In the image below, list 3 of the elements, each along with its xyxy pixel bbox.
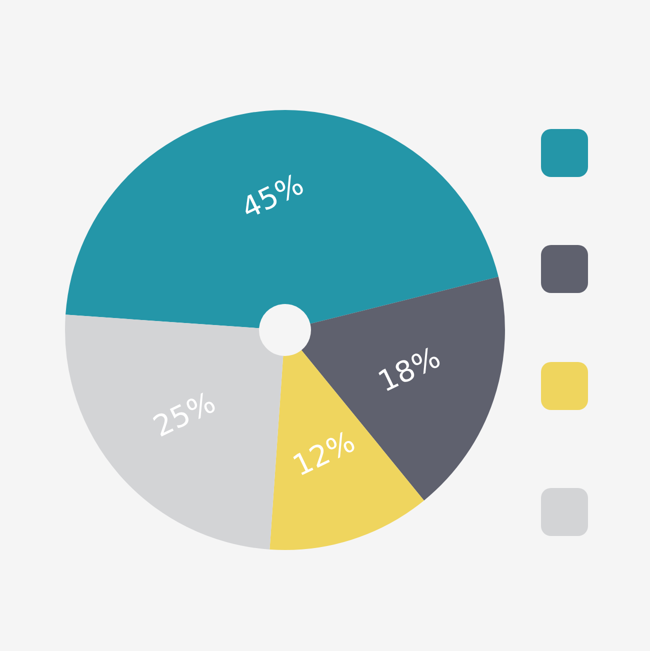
- data-label: 12%: [287, 424, 360, 483]
- data-label: 45%: [236, 166, 309, 226]
- data-label: 18%: [372, 340, 446, 399]
